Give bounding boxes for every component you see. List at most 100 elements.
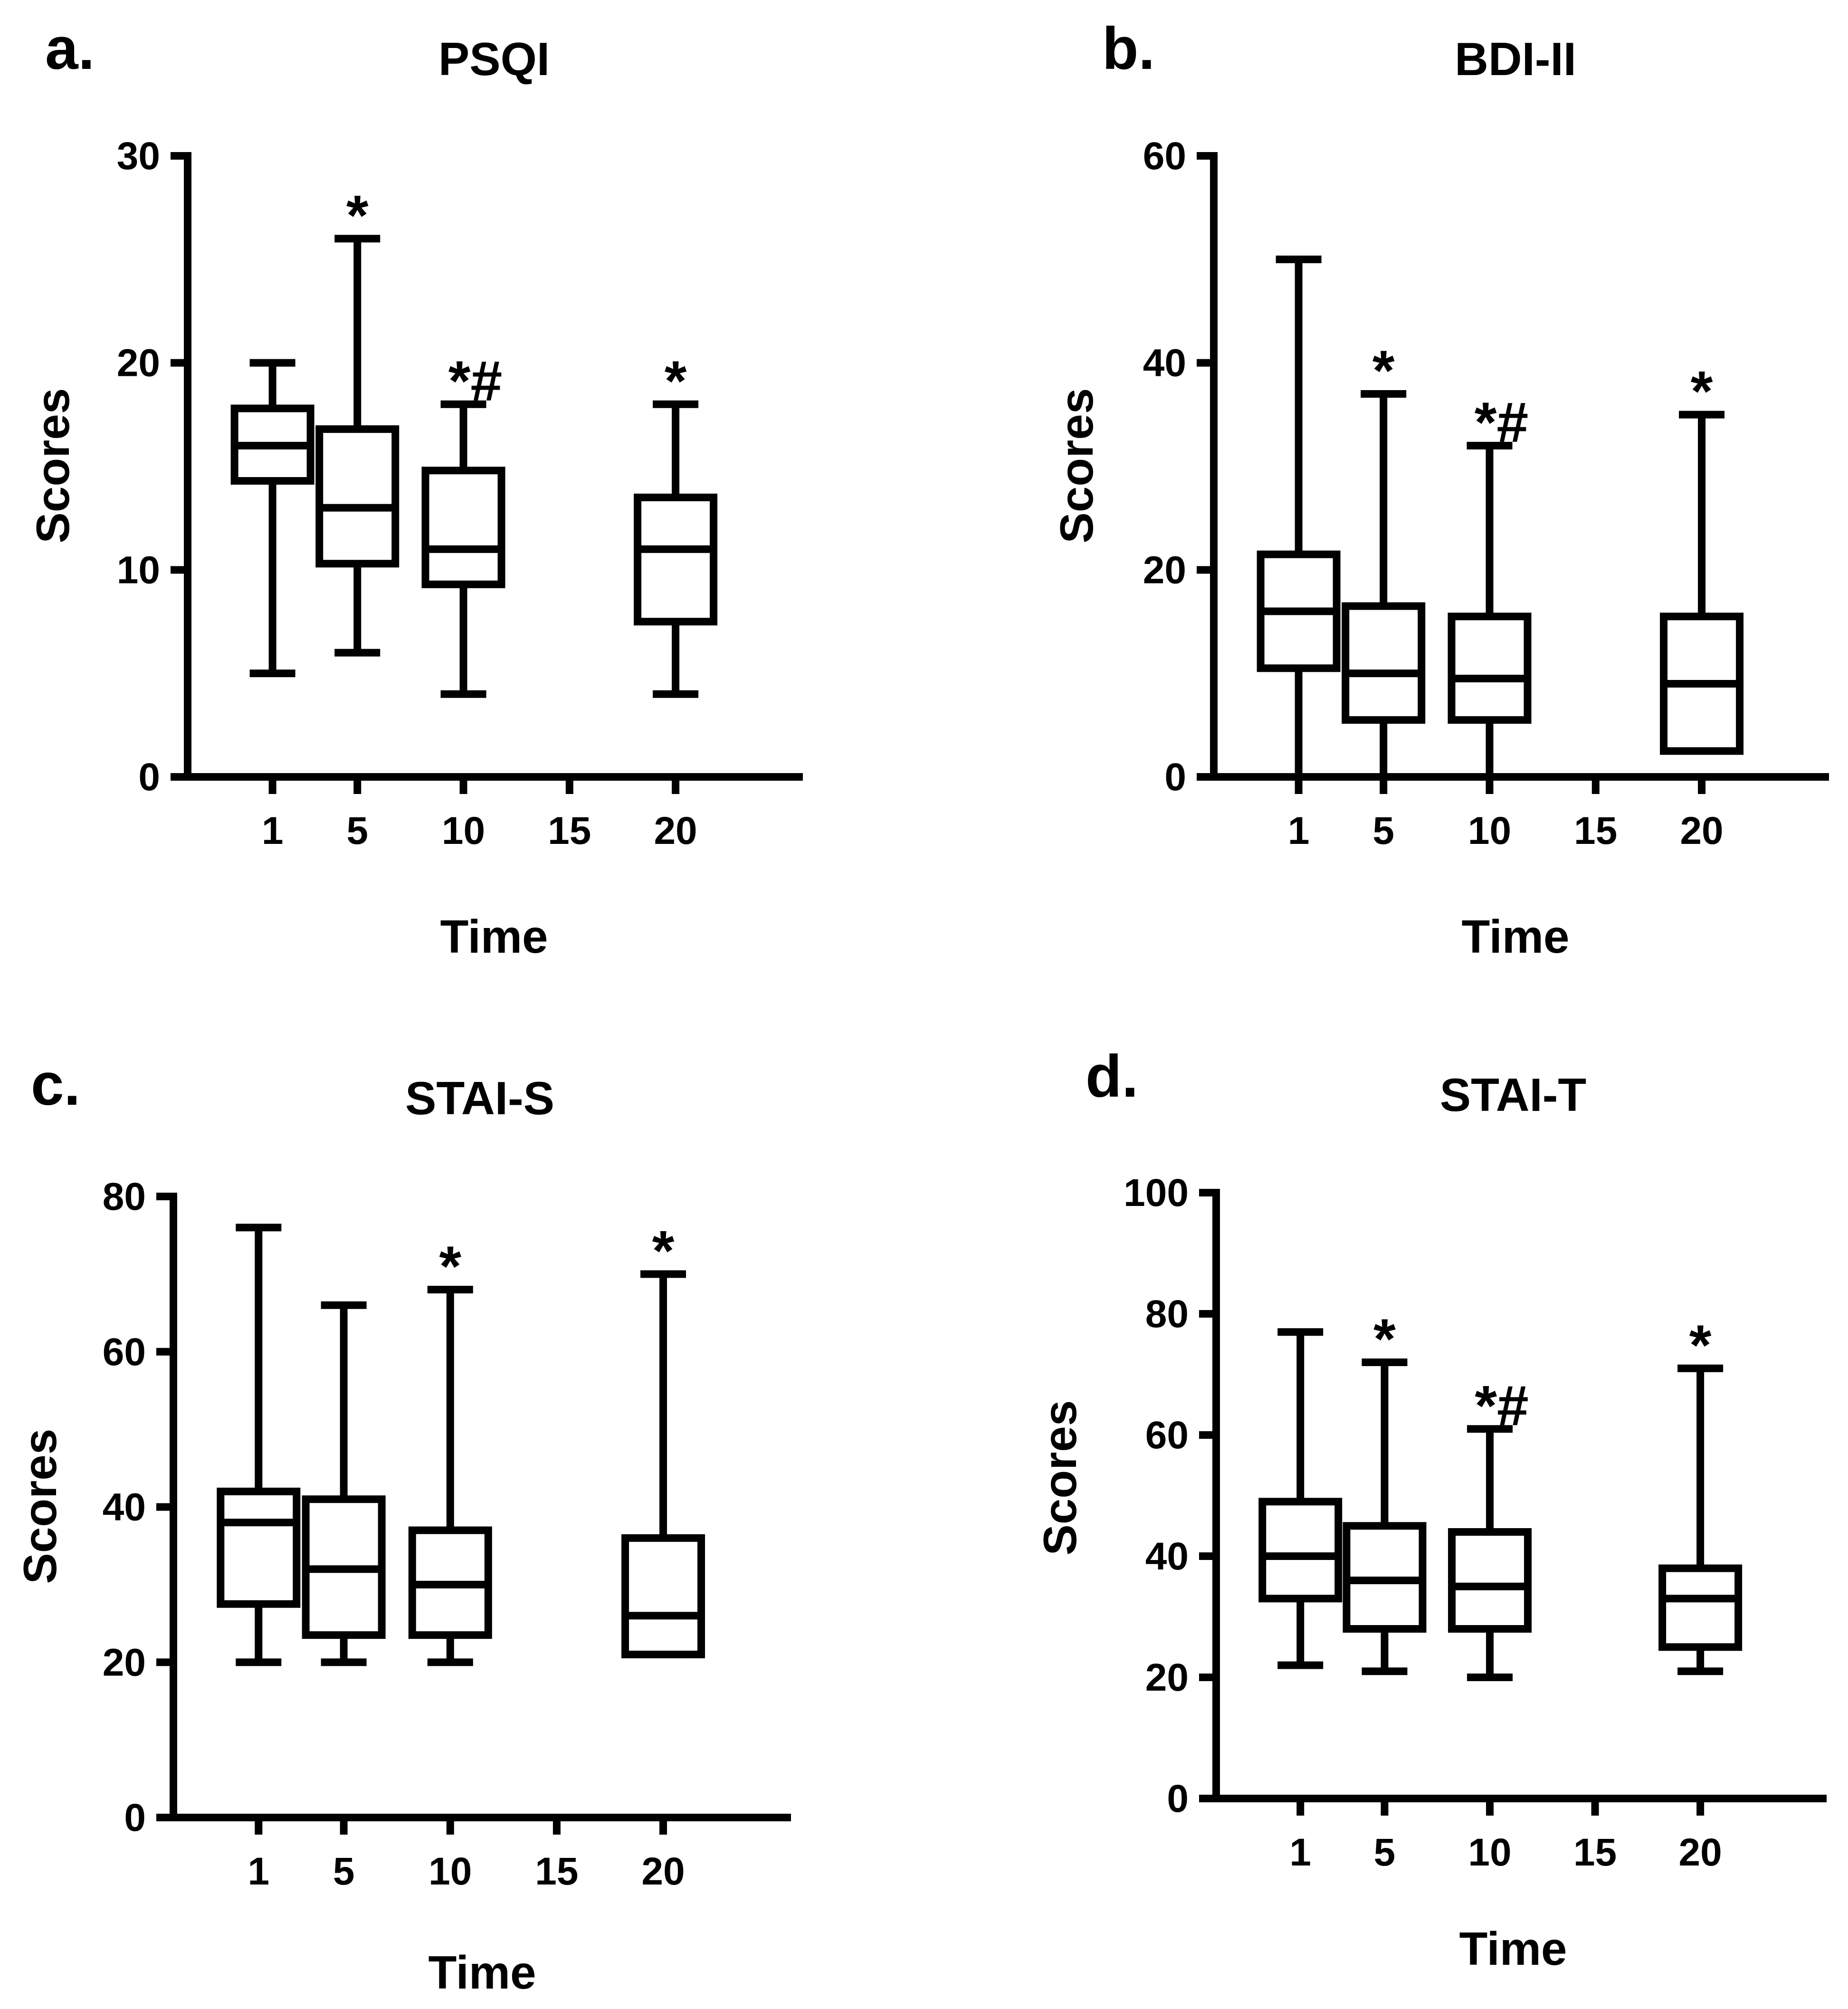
box-plot: * [621,1219,705,1658]
box-plot [1257,255,1341,781]
significance-mark: * [1689,1313,1712,1377]
significance-mark: *# [1475,391,1528,454]
significance-mark: * [665,349,687,413]
box-plot: * [408,1234,492,1666]
y-axis-label: Scores [14,1429,66,1584]
box-plot: * [1342,339,1426,781]
y-tick-label: 20 [1143,548,1186,592]
x-tick-label: 1 [1289,1831,1311,1874]
y-tick-label: 60 [1145,1414,1189,1457]
box-plot [1258,1328,1343,1669]
y-axis-label: Scores [1034,1400,1086,1556]
y-tick-label: 20 [117,342,160,385]
significance-mark: * [1372,339,1395,402]
box [1448,612,1532,724]
y-tick-label: 40 [103,1486,146,1529]
x-tick-label: 15 [535,1850,578,1893]
significance-mark: * [652,1219,675,1282]
y-tick-label: 60 [103,1330,146,1374]
box [315,425,400,568]
x-tick-label: 20 [654,809,697,852]
box-plot: * [634,349,718,698]
x-axis-label: Time [1459,1923,1567,1975]
box [634,493,718,626]
x-axis-label: Time [440,910,548,963]
x-tick-label: 10 [1468,809,1511,852]
box [1448,1528,1532,1633]
x-tick-label: 20 [641,1850,685,1893]
x-tick-label: 15 [1574,809,1617,852]
y-tick-label: 60 [1143,134,1186,178]
significance-mark: * [346,183,369,247]
panel-letter: b. [1102,16,1155,82]
x-tick-label: 5 [1372,809,1394,852]
box-plot [217,1224,301,1666]
y-tick-label: 0 [124,1796,146,1839]
x-tick-label: 1 [262,809,284,852]
y-tick-label: 10 [117,548,160,592]
x-tick-label: 1 [248,1850,270,1893]
panel-title: PSQI [438,33,550,85]
box-plot: *# [1448,391,1532,781]
y-tick-label: 0 [138,756,160,799]
x-tick-label: 20 [1680,809,1723,852]
box-plot: *# [1448,1374,1532,1681]
x-tick-label: 20 [1679,1831,1722,1874]
y-tick-label: 80 [103,1175,146,1218]
box-plot [302,1301,386,1666]
panel-title: STAI-S [405,1072,554,1124]
significance-mark: *# [1475,1374,1528,1437]
y-tick-label: 20 [1145,1656,1189,1699]
panel-letter: d. [1086,1043,1138,1110]
y-tick-label: 80 [1145,1292,1189,1336]
x-tick-label: 15 [1573,1831,1617,1874]
box-plot: *# [421,349,505,698]
significance-mark: *# [448,349,502,413]
x-tick-label: 5 [333,1850,355,1893]
x-tick-label: 5 [346,809,368,852]
y-tick-label: 0 [1164,756,1186,799]
x-tick-label: 10 [429,1850,472,1893]
x-tick-label: 10 [442,809,485,852]
y-tick-label: 20 [103,1641,146,1684]
x-tick-label: 10 [1468,1831,1511,1874]
box-plot: * [1343,1307,1427,1675]
x-axis-label: Time [1462,910,1570,963]
significance-mark: * [439,1234,461,1298]
box-plot [230,359,314,678]
y-tick-label: 0 [1167,1777,1189,1820]
significance-mark: * [1373,1307,1396,1371]
x-tick-label: 5 [1374,1831,1396,1874]
y-axis-label: Scores [27,388,79,544]
panel-title: BDI-II [1455,33,1576,85]
y-axis-label: Scores [1050,388,1103,544]
box [217,1487,301,1608]
x-tick-label: 1 [1288,809,1310,852]
box-plot: * [315,183,400,657]
box [1258,1498,1343,1603]
box [1658,1564,1743,1651]
panel-letter: c. [31,1052,80,1118]
significance-mark: * [1691,360,1713,423]
box [621,1534,705,1658]
y-tick-label: 40 [1143,342,1186,385]
box [1342,602,1426,724]
box-plot: * [1658,1313,1743,1675]
y-tick-label: 40 [1145,1535,1189,1578]
box [421,467,505,588]
y-tick-label: 100 [1124,1171,1189,1215]
y-tick-label: 30 [117,134,160,178]
x-axis-label: Time [429,1946,536,1999]
box-plot: * [1660,360,1744,755]
x-tick-label: 15 [548,809,591,852]
